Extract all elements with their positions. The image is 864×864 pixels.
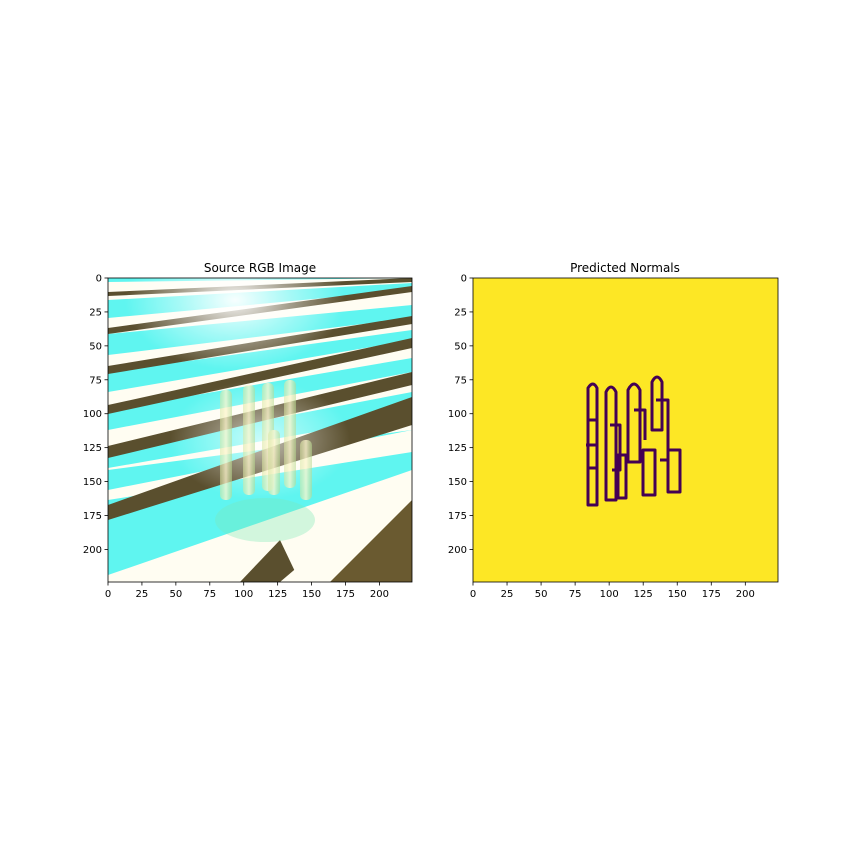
predicted-normals-ytick-label: 150 xyxy=(448,477,467,488)
source-rgb-xtick-label: 50 xyxy=(169,589,182,600)
source-rgb-ytick-label: 75 xyxy=(89,375,102,386)
predicted-normals-ytick-label: 25 xyxy=(454,307,467,318)
predicted-normals-xtick-label: 150 xyxy=(668,589,687,600)
source-rgb-xtick-label: 100 xyxy=(234,589,253,600)
predicted-normals-image xyxy=(473,278,778,582)
source-rgb-ytick-label: 125 xyxy=(83,443,102,454)
predicted-normals-xtick-label: 175 xyxy=(702,589,721,600)
source-rgb-panel: Source RGB Image xyxy=(83,230,412,600)
source-rgb-ytick-label: 100 xyxy=(83,409,102,420)
source-rgb-ytick-label: 0 xyxy=(96,274,102,285)
predicted-normals-panel: Predicted Normals 0 25 50 75 100 125 150 175 200… xyxy=(448,261,778,600)
predicted-normals-ytick-label: 175 xyxy=(448,511,467,522)
source-rgb-xtick-label: 75 xyxy=(203,589,216,600)
source-rgb-ytick-label: 25 xyxy=(89,307,102,318)
source-rgb-xtick-label: 0 xyxy=(105,589,111,600)
source-rgb-ytick-label: 175 xyxy=(83,511,102,522)
predicted-normals-ytick-label: 125 xyxy=(448,443,467,454)
predicted-normals-xtick-label: 25 xyxy=(501,589,514,600)
source-rgb-xtick-label: 200 xyxy=(370,589,389,600)
source-rgb-ytick-label: 200 xyxy=(83,545,102,556)
source-rgb-xtick-label: 125 xyxy=(268,589,287,600)
predicted-normals-xtick-label: 125 xyxy=(634,589,653,600)
predicted-normals-xtick-label: 100 xyxy=(600,589,619,600)
predicted-normals-ytick-label: 0 xyxy=(461,274,467,285)
source-rgb-ytick-label: 150 xyxy=(83,477,102,488)
predicted-normals-xtick-label: 75 xyxy=(569,589,582,600)
source-rgb-ytick-label: 50 xyxy=(89,341,102,352)
predicted-normals-ytick-label: 75 xyxy=(454,375,467,386)
predicted-normals-ytick-label: 50 xyxy=(454,341,467,352)
predicted-normals-ytick-label: 200 xyxy=(448,545,467,556)
predicted-normals-xtick-label: 0 xyxy=(470,589,476,600)
predicted-normals-ytick-label: 100 xyxy=(448,409,467,420)
source-rgb-xtick-label: 175 xyxy=(336,589,355,600)
source-rgb-xtick-label: 25 xyxy=(136,589,149,600)
source-rgb-title: Source RGB Image xyxy=(204,261,316,275)
predicted-normals-xtick-label: 50 xyxy=(535,589,548,600)
predicted-normals-xtick-label: 200 xyxy=(736,589,755,600)
source-rgb-xtick-label: 150 xyxy=(302,589,321,600)
predicted-normals-title: Predicted Normals xyxy=(570,261,680,275)
source-rgb-image xyxy=(108,230,412,582)
